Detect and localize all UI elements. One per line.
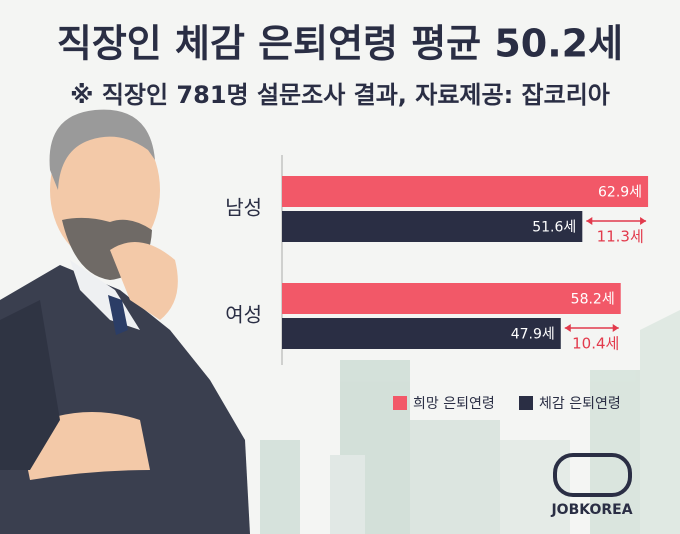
chart-title: 직장인 체감 은퇴연령 평균 50.2세 [57,22,623,66]
legend-swatch [519,396,533,410]
logo-text: JOBKOREA [550,502,632,518]
legend-swatch [393,396,407,410]
value-label: 62.9세 [598,185,642,201]
legend-label: 희망 은퇴연령 [413,396,495,412]
category-label: 남성 [225,196,262,220]
value-label: 58.2세 [571,292,615,308]
value-label: 47.9세 [511,327,555,343]
difference-label: 10.4세 [572,335,619,353]
bar [282,283,621,314]
arrow-head [586,217,647,225]
difference-label: 11.3세 [597,228,644,246]
bar [282,318,561,349]
legend-label: 체감 은퇴연령 [539,396,621,412]
logo: JOBKOREA [550,453,633,518]
category-label: 여성 [225,303,262,327]
illustration [0,109,250,534]
chart-subtitle: ※ 직장인 781명 설문조사 결과, 자료제공: 잡코리아 [70,81,610,109]
value-label: 51.6세 [532,220,576,236]
bar [282,211,583,242]
buildings [260,310,680,534]
arrow-head [564,324,619,332]
bar [282,176,649,207]
